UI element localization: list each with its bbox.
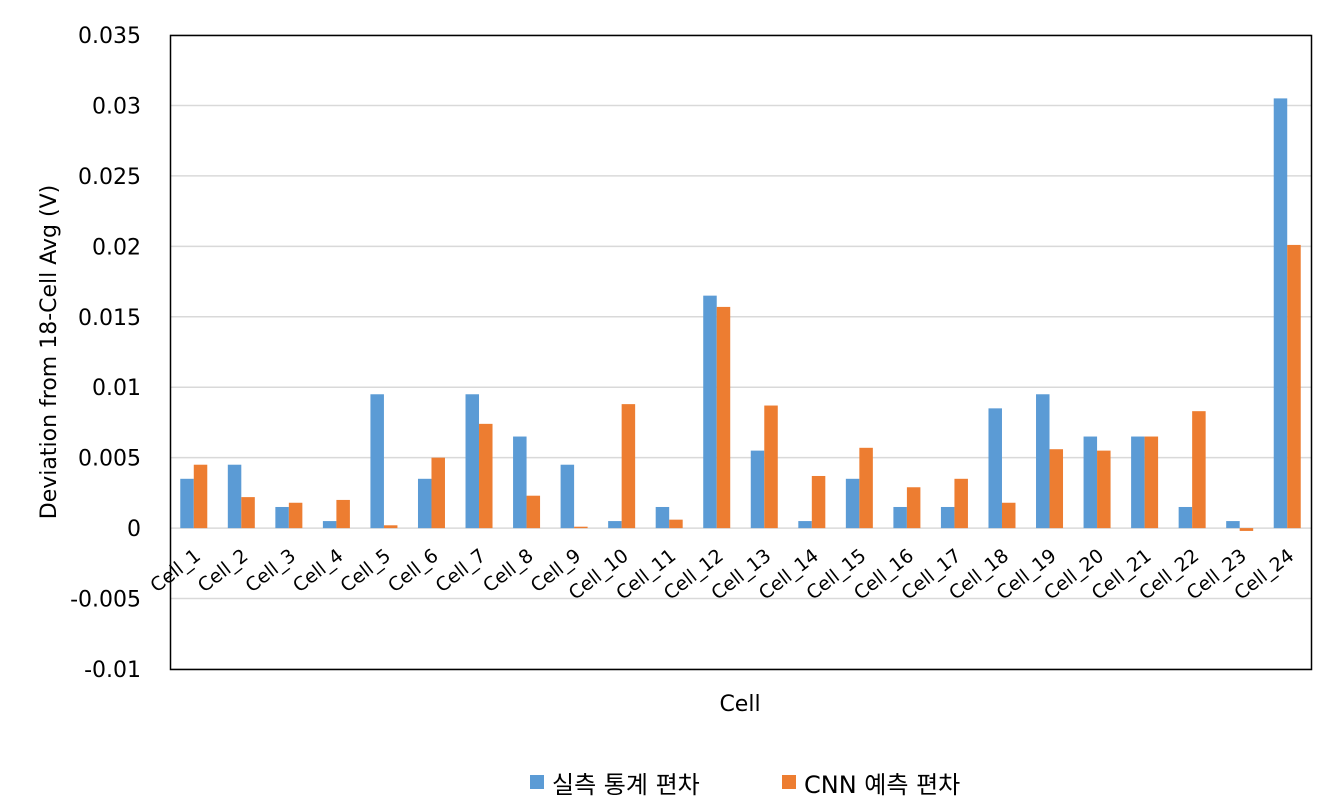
bar-series2-cell-1: [193, 464, 208, 529]
bar-series2-cell-5: [383, 525, 398, 529]
bar-series2-cell-24: [1287, 244, 1301, 529]
y-tick-label: 0.02: [92, 235, 141, 260]
bar-series1-cell-17: [940, 506, 955, 529]
bar-series1-cell-2: [227, 464, 242, 529]
bar-series2-cell-13: [764, 405, 778, 529]
bar-series2-cell-2: [241, 497, 255, 529]
bar-series2-cell-15: [859, 447, 873, 529]
bar-series1-cell-18: [988, 408, 1002, 529]
x-tick-label: Cell_8: [479, 545, 538, 597]
legend-label-2: CNN 예측 편차: [804, 771, 960, 799]
x-tick-label: Cell_5: [336, 545, 395, 597]
bar-series2-cell-19: [1049, 449, 1064, 529]
y-tick-label: 0.01: [92, 376, 141, 401]
bar-series2-cell-16: [906, 487, 921, 529]
y-tick-label: -0.01: [84, 658, 141, 683]
bar-series2-cell-9: [574, 526, 588, 529]
y-axis-title: Deviation from 18-Cell Avg (V): [37, 185, 62, 519]
y-tick-label: -0.005: [70, 588, 141, 613]
x-axis-title: Cell: [719, 692, 760, 717]
bar-series2-cell-21: [1144, 436, 1159, 529]
bar-series2-cell-4: [336, 499, 350, 529]
bar-series2-cell-22: [1192, 411, 1206, 529]
x-tick-label: Cell_1: [146, 545, 205, 597]
legend-swatch-2: [782, 775, 796, 789]
bar-series1-cell-4: [322, 521, 337, 529]
bar-series2-cell-10: [621, 404, 636, 529]
x-tick-label: Cell_4: [289, 545, 348, 597]
bar-series2-cell-23: [1239, 528, 1254, 531]
legend: 실측 통계 편차 CNN 예측 편차: [530, 771, 960, 799]
bar-series1-cell-20: [1083, 436, 1098, 529]
bar-series1-cell-22: [1178, 506, 1193, 529]
bar-series1-cell-24: [1273, 98, 1288, 529]
bar-series2-cell-18: [1001, 502, 1016, 529]
bar-series2-cell-8: [526, 495, 541, 529]
bar-series1-cell-9: [560, 464, 575, 529]
y-tick-label: 0.03: [92, 94, 141, 119]
y-tick-label: 0.005: [78, 447, 141, 472]
y-tick-label: 0.035: [78, 24, 141, 49]
x-tick-label: Cell_7: [432, 545, 491, 597]
bar-series2-cell-6: [431, 457, 445, 529]
bar-series1-cell-3: [275, 506, 289, 529]
bar-series1-cell-1: [180, 478, 194, 529]
bar-series1-cell-13: [750, 450, 765, 529]
bar-series2-cell-7: [479, 423, 493, 529]
bar-series1-cell-12: [703, 295, 717, 529]
plot-area: [169, 34, 1313, 671]
bar-series2-cell-14: [811, 475, 826, 529]
bar-series2-cell-3: [288, 502, 303, 529]
x-tick-labels: Cell_1Cell_2Cell_3Cell_4Cell_5Cell_6Cell…: [146, 545, 1298, 605]
legend-swatch-1: [530, 775, 544, 789]
bar-series1-cell-6: [417, 478, 432, 529]
bar-series1-cell-7: [465, 394, 480, 529]
bar-series1-cell-10: [608, 521, 622, 529]
bar-series2-cell-17: [954, 478, 968, 529]
y-tick-labels: 0.035 0.03 0.025 0.02 0.015 0.01 0.005 0 -0.005 -…: [70, 24, 141, 683]
x-tick-label: Cell_3: [241, 545, 300, 597]
legend-label-1: 실측 통계 편차: [552, 771, 700, 799]
bar-series2-cell-11: [669, 519, 683, 529]
bar-series2-cell-20: [1097, 450, 1111, 529]
y-tick-label: 0.015: [78, 306, 141, 331]
bar-series1-cell-23: [1226, 521, 1240, 529]
y-tick-label: 0: [127, 517, 141, 542]
bar-series2-cell-12: [716, 306, 731, 529]
bar-series1-cell-8: [513, 436, 527, 529]
bar-series1-cell-16: [893, 506, 907, 529]
x-tick-label: Cell_6: [384, 545, 443, 597]
bar-series1-cell-15: [845, 478, 860, 529]
bar-series1-cell-19: [1036, 394, 1050, 529]
bar-series1-cell-14: [798, 521, 812, 529]
x-tick-label: Cell_2: [194, 545, 253, 597]
bars: [180, 98, 1301, 531]
bar-series1-cell-11: [655, 506, 670, 529]
bar-series1-cell-21: [1131, 436, 1145, 529]
bar-series1-cell-5: [370, 394, 384, 529]
y-tick-label: 0.025: [78, 165, 141, 190]
